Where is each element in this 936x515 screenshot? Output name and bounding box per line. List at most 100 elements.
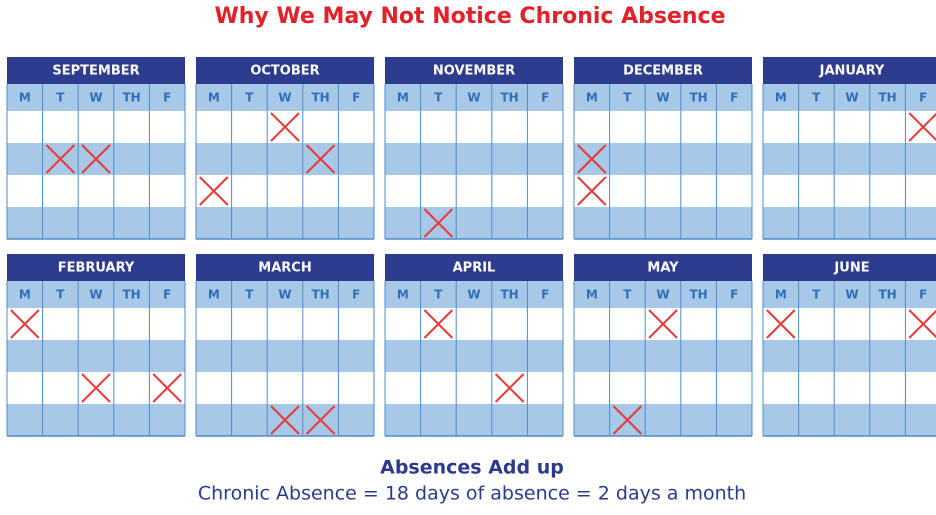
month-name: NOVEMBER <box>433 64 515 79</box>
week-row <box>574 404 752 436</box>
weekday-label: W <box>845 91 858 105</box>
weekday-label: F <box>730 91 738 105</box>
week-row <box>196 308 374 340</box>
absence-mark <box>305 405 336 435</box>
weekday-label: T <box>623 91 632 105</box>
absence-mark <box>423 309 454 339</box>
weekday-label: W <box>656 288 669 302</box>
month-name: DECEMBER <box>623 64 703 79</box>
month-header <box>7 254 185 281</box>
month-header <box>763 254 936 281</box>
weekday-label: TH <box>311 288 329 302</box>
week-row <box>574 143 752 175</box>
weekday-row <box>574 84 752 111</box>
weekday-label: W <box>467 91 480 105</box>
absence-mark <box>270 405 300 435</box>
week-row <box>7 308 185 340</box>
week-row <box>574 111 752 143</box>
weekday-label: M <box>586 91 598 105</box>
absence-mark <box>270 112 300 142</box>
month-name: FEBRUARY <box>58 261 135 276</box>
footer-heading: Absences Add up <box>380 457 564 479</box>
weekday-label: M <box>775 288 787 302</box>
week-row <box>574 372 752 404</box>
week-row <box>196 340 374 372</box>
week-row <box>763 340 936 372</box>
absence-mark <box>577 144 607 174</box>
weekday-label: T <box>56 288 65 302</box>
weekday-label: M <box>775 91 787 105</box>
month-name: SEPTEMBER <box>52 64 139 79</box>
weekday-label: T <box>434 288 443 302</box>
week-row <box>385 308 563 340</box>
week-row <box>385 175 563 207</box>
title: Why We May Not Notice Chronic Absence <box>214 4 725 29</box>
weekday-label: M <box>208 91 220 105</box>
week-row <box>196 175 374 207</box>
weekday-label: F <box>163 288 171 302</box>
weekday-label: M <box>397 288 409 302</box>
absence-mark <box>423 208 454 238</box>
weekday-label: F <box>352 91 360 105</box>
weekday-label: TH <box>311 91 329 105</box>
weekday-row <box>763 84 936 111</box>
week-row <box>763 175 936 207</box>
weekday-label: F <box>919 91 927 105</box>
week-row <box>385 340 563 372</box>
week-row <box>763 207 936 239</box>
week-row <box>763 143 936 175</box>
weekday-row <box>574 281 752 308</box>
week-row <box>763 111 936 143</box>
absence-mark <box>648 309 678 339</box>
weekday-label: M <box>397 91 409 105</box>
week-row <box>385 372 563 404</box>
weekday-label: TH <box>122 288 140 302</box>
weekday-label: M <box>19 91 31 105</box>
weekday-label: F <box>541 288 549 302</box>
weekday-label: TH <box>689 91 707 105</box>
week-row <box>385 143 563 175</box>
absence-mark <box>152 373 182 403</box>
weekday-label: TH <box>500 288 518 302</box>
weekday-label: TH <box>689 288 707 302</box>
absence-mark <box>199 176 229 206</box>
week-row <box>385 207 563 239</box>
week-row <box>7 340 185 372</box>
weekday-label: F <box>730 288 738 302</box>
weekday-label: W <box>278 91 291 105</box>
month-header <box>7 57 185 84</box>
absence-mark <box>612 405 643 435</box>
month-name: JANUARY <box>819 64 885 79</box>
month-header <box>574 254 752 281</box>
absence-mark <box>766 309 796 339</box>
weekday-label: M <box>19 288 31 302</box>
month-header <box>763 57 936 84</box>
absence-mark <box>45 144 76 174</box>
month-name: MAY <box>647 261 679 276</box>
weekday-label: T <box>245 91 254 105</box>
week-row <box>763 308 936 340</box>
weekday-label: W <box>656 91 669 105</box>
weekday-label: T <box>812 288 821 302</box>
weekday-label: W <box>467 288 480 302</box>
month-name: JUNE <box>833 261 869 276</box>
weekday-row <box>385 281 563 308</box>
month-header <box>574 57 752 84</box>
weekday-label: T <box>812 91 821 105</box>
week-row <box>196 143 374 175</box>
weekday-label: TH <box>878 91 896 105</box>
month-name: APRIL <box>453 261 496 276</box>
absence-mark <box>908 309 936 339</box>
weekday-label: W <box>845 288 858 302</box>
absence-mark <box>577 176 607 206</box>
month-name: MARCH <box>258 261 311 276</box>
weekday-row <box>7 281 185 308</box>
absence-mark <box>494 373 525 403</box>
week-row <box>196 207 374 239</box>
week-row <box>7 111 185 143</box>
week-row <box>7 175 185 207</box>
week-row <box>7 207 185 239</box>
month-header <box>196 254 374 281</box>
weekday-label: W <box>278 288 291 302</box>
weekday-label: TH <box>122 91 140 105</box>
